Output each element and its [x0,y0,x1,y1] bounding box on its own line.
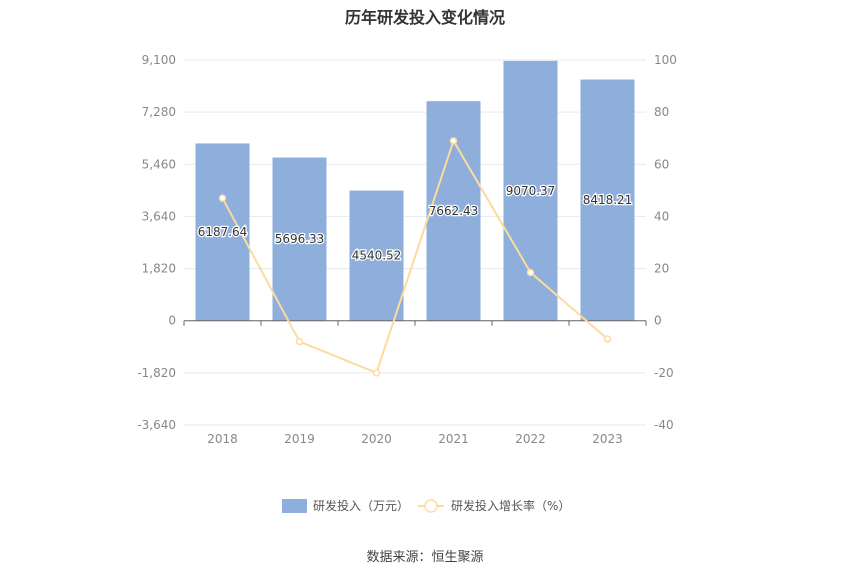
legend-line-label: 研发投入增长率（%） [451,498,570,513]
bar-data-label: 4540.52 [352,249,402,263]
y-left-tick-label: 1,820 [142,262,176,276]
x-tick-label: 2023 [592,432,623,446]
bar [272,157,327,321]
y-right-tick-label: 80 [654,105,669,119]
y-left-tick-label: -3,640 [137,418,176,432]
x-tick-label: 2018 [207,432,238,446]
chart-title: 历年研发投入变化情况 [344,8,505,27]
growth-point [603,335,612,343]
y-right-tick-label: -20 [654,366,674,380]
y-left-tick-label: -1,820 [137,366,176,380]
bar-data-label: 8418.21 [583,193,633,207]
growth-point [526,268,535,277]
bar-data-label: 5696.33 [275,232,325,246]
bar-data-label: 7662.43 [429,204,479,218]
y-right-tick-label: 0 [654,314,662,328]
y-right-tick-label: 20 [654,262,669,276]
growth-point [449,137,458,145]
legend-bar-swatch [282,499,307,513]
y-right-tick-label: 40 [654,209,669,223]
bar-data-label: 9070.37 [506,184,556,198]
x-tick-label: 2020 [361,432,392,446]
y-right-tick-label: 100 [654,53,677,67]
bar [349,190,404,321]
y-right-tick-label: 60 [654,157,669,171]
y-left-tick-label: 9,100 [142,53,176,67]
growth-point [295,337,304,346]
growth-point [372,369,381,377]
legend-line-marker [424,499,438,513]
bar-data-label: 6187.64 [198,225,248,239]
bar [503,60,558,321]
y-left-tick-label: 5,460 [142,157,176,171]
y-left-tick-label: 7,280 [142,105,176,119]
legend-bar-label: 研发投入（万元） [313,498,409,513]
bar [580,79,635,321]
x-tick-label: 2022 [515,432,546,446]
growth-point [218,194,227,202]
x-tick-label: 2019 [284,432,315,446]
growth-line [221,138,609,375]
data-source: 数据来源：恒生聚源 [366,550,484,565]
y-left-tick-label: 0 [168,314,176,328]
y-right-tick-label: -40 [654,418,674,432]
y-left-tick-label: 3,640 [142,209,176,223]
x-tick-label: 2021 [438,432,469,446]
